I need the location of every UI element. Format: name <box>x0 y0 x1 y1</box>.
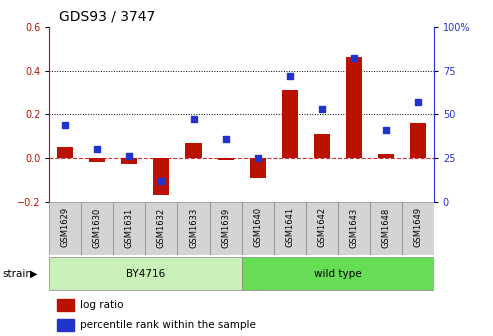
Text: GSM1630: GSM1630 <box>93 207 102 248</box>
Text: percentile rank within the sample: percentile rank within the sample <box>80 320 256 330</box>
Bar <box>378 154 394 158</box>
Text: wild type: wild type <box>314 269 361 279</box>
Bar <box>210 202 242 255</box>
Bar <box>410 123 426 158</box>
Bar <box>113 202 145 255</box>
Bar <box>242 202 274 255</box>
Bar <box>402 202 434 255</box>
Point <box>414 99 422 105</box>
Bar <box>370 202 402 255</box>
Bar <box>81 202 113 255</box>
Text: GDS93 / 3747: GDS93 / 3747 <box>59 9 155 24</box>
Point <box>157 178 165 183</box>
Bar <box>282 90 298 158</box>
Text: GSM1640: GSM1640 <box>253 207 262 248</box>
Point <box>286 73 294 79</box>
Text: GSM1629: GSM1629 <box>61 207 70 248</box>
Point <box>189 117 197 122</box>
Bar <box>57 319 74 331</box>
Bar <box>314 134 330 158</box>
Bar <box>145 202 177 255</box>
Bar <box>217 158 234 160</box>
Bar <box>185 142 202 158</box>
Text: GSM1642: GSM1642 <box>317 207 326 248</box>
Point <box>125 154 133 159</box>
Bar <box>49 257 242 290</box>
Text: GSM1643: GSM1643 <box>349 207 358 248</box>
Bar <box>153 158 170 195</box>
Point <box>94 146 102 152</box>
Point <box>221 136 229 141</box>
Bar <box>242 257 434 290</box>
Text: GSM1648: GSM1648 <box>381 207 390 248</box>
Point <box>317 106 325 112</box>
Text: GSM1649: GSM1649 <box>413 207 423 248</box>
Bar <box>177 202 210 255</box>
Point <box>253 155 261 161</box>
Bar <box>49 202 81 255</box>
Text: strain: strain <box>2 269 33 279</box>
Bar <box>89 158 106 162</box>
Text: ▶: ▶ <box>30 269 37 279</box>
Bar <box>57 298 74 310</box>
Text: GSM1639: GSM1639 <box>221 207 230 248</box>
Text: GSM1631: GSM1631 <box>125 207 134 248</box>
Text: GSM1641: GSM1641 <box>285 207 294 248</box>
Point <box>350 56 357 61</box>
Text: GSM1632: GSM1632 <box>157 207 166 248</box>
Text: GSM1633: GSM1633 <box>189 207 198 248</box>
Point <box>382 127 389 133</box>
Text: BY4716: BY4716 <box>126 269 165 279</box>
Bar <box>338 202 370 255</box>
Bar <box>249 158 266 177</box>
Text: log ratio: log ratio <box>80 300 124 309</box>
Bar <box>57 147 73 158</box>
Point <box>61 122 69 127</box>
Bar <box>306 202 338 255</box>
Bar <box>121 158 138 164</box>
Bar <box>346 57 362 158</box>
Bar <box>274 202 306 255</box>
